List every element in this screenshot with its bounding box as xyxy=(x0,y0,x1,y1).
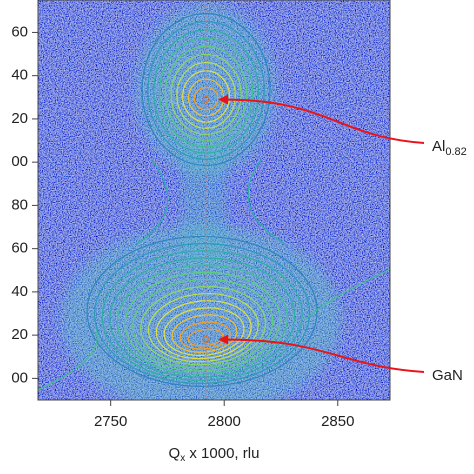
x-label-rest: x 1000, rlu xyxy=(185,445,259,462)
contour-line xyxy=(176,62,236,129)
arrow xyxy=(222,98,425,144)
contour-line xyxy=(93,243,311,384)
x-label-sub: x xyxy=(180,453,185,464)
contours xyxy=(38,4,390,400)
y-tick-label: 80 xyxy=(11,196,28,213)
contour-line xyxy=(247,159,287,245)
y-tick-label: 00 xyxy=(11,153,28,170)
contour-line xyxy=(179,321,231,350)
contour-line xyxy=(155,300,252,360)
y-tick-label: 60 xyxy=(11,240,28,257)
contour-line xyxy=(101,250,303,381)
contour-line xyxy=(124,271,281,372)
x-tick-label: 2750 xyxy=(94,413,127,430)
peak xyxy=(202,335,210,343)
contour-line xyxy=(38,329,98,391)
contour-line xyxy=(153,29,260,154)
arrow xyxy=(222,338,425,373)
frame xyxy=(37,0,391,401)
contour-line xyxy=(132,278,274,369)
contour-line xyxy=(140,285,267,366)
x-label-main: Q xyxy=(169,445,181,462)
halo xyxy=(136,4,277,175)
axes: 2750 2800 2850 00 20 40 60 80 00 20 40 60 xyxy=(11,23,354,430)
x-tick-label: 2800 xyxy=(208,413,241,430)
contour-line xyxy=(170,53,242,136)
y-tick-label: 00 xyxy=(11,369,28,386)
annotation-text: GaN xyxy=(432,367,463,384)
y-tick-label: 40 xyxy=(11,283,28,300)
y-tick-label: 20 xyxy=(11,326,28,343)
contour-line xyxy=(187,328,224,347)
annotation-sub: 0.82 xyxy=(445,146,466,158)
y-tick-label: 40 xyxy=(11,67,28,84)
contour-line xyxy=(171,314,238,353)
contour-line xyxy=(86,235,318,388)
contour-line xyxy=(135,159,169,245)
contour-line xyxy=(193,86,219,111)
arrow-head xyxy=(218,334,229,345)
annotation: GaN xyxy=(432,367,463,384)
annotation-text: Al xyxy=(432,138,445,155)
contour-line xyxy=(305,268,390,320)
contour-line xyxy=(109,257,296,378)
peak xyxy=(202,95,210,103)
halo xyxy=(181,139,227,270)
plot-area xyxy=(38,0,390,400)
annotation: Al0.82 xyxy=(432,138,467,158)
contour-line xyxy=(116,264,288,375)
x-axis-label: Qx x 1000, rlu xyxy=(169,445,260,464)
arrow-head xyxy=(218,94,229,105)
y-tick-label: 60 xyxy=(11,23,28,40)
x-tick-label: 2850 xyxy=(321,413,354,430)
y-tick-label: 20 xyxy=(11,110,28,127)
